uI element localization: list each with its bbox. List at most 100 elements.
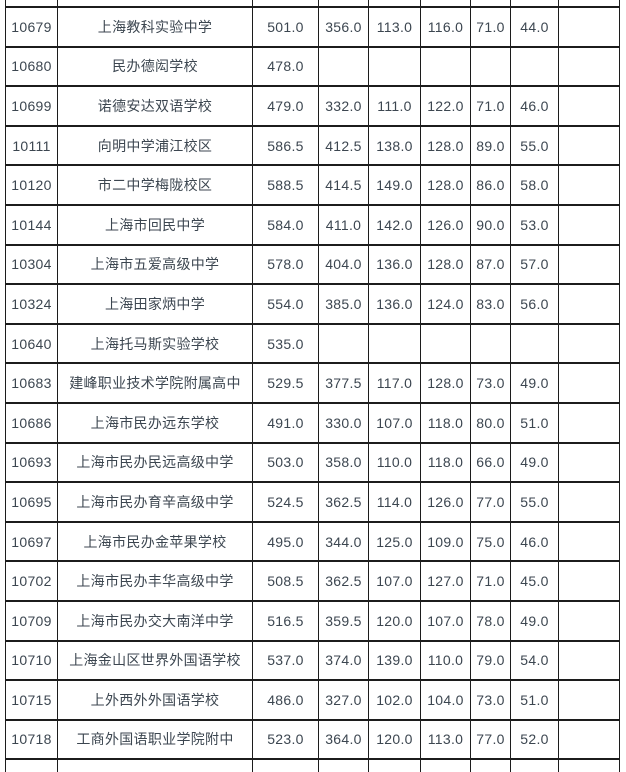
empty-cell [559,403,620,444]
score-cell: 149.0 [369,166,421,206]
score-cell: 411.0 [319,205,369,246]
table-row: 10702 上海市民办丰华高级中学 508.5 362.5 107.0 127.0 71.0… [5,562,620,602]
score-cell: 412.5 [319,126,369,167]
table-row: 10304 上海市五爱高级中学 578.0 404.0 136.0 128.0 87.0 57… [5,245,620,286]
score-cell: 90.0 [471,205,511,246]
score-cell: 55.0 [511,126,559,167]
score-cell: 114.0 [369,483,421,523]
score-cell: 584.0 [253,205,319,246]
score-cell: 77.0 [471,720,511,761]
school-code-cell: 10697 [5,522,58,563]
score-cell: 524.5 [253,483,319,523]
score-cell [421,324,471,365]
empty-cell [559,205,620,246]
school-code-cell: 10120 [5,166,58,206]
score-cell: 73.0 [471,364,511,404]
empty-cell [559,720,620,761]
partial-cell [471,760,511,772]
school-code-cell: 10679 [5,8,58,48]
empty-cell [559,522,620,563]
score-cell: 73.0 [471,681,511,721]
score-cell [471,324,511,365]
partial-cell [319,0,369,8]
school-code-cell: 10710 [5,641,58,682]
empty-cell [559,87,620,127]
school-code-cell: 10718 [5,720,58,761]
score-cell: 104.0 [421,681,471,721]
school-code-cell: 10680 [5,47,58,88]
score-cell: 49.0 [511,443,559,484]
score-cell: 495.0 [253,522,319,563]
score-cell: 45.0 [511,562,559,602]
score-cell: 125.0 [369,522,421,563]
score-cell [511,47,559,88]
school-name-cell: 建峰职业技术学院附属高中 [58,364,253,404]
table-row: 10697 上海市民办金苹果学校 495.0 344.0 125.0 109.0 75.0 4… [5,522,620,563]
school-name-cell: 上海市民办远东学校 [58,403,253,444]
score-cell: 139.0 [369,641,421,682]
score-cell: 107.0 [369,403,421,444]
school-code-cell: 10686 [5,403,58,444]
table-row: 10640 上海托马斯实验学校 535.0 [5,324,620,365]
score-cell: 554.0 [253,285,319,325]
score-cell: 77.0 [471,483,511,523]
score-cell: 49.0 [511,364,559,404]
school-name-cell: 上海田家炳中学 [58,285,253,325]
school-code-cell: 10640 [5,324,58,365]
score-cell: 113.0 [369,8,421,48]
table-row: 10144 上海市回民中学 584.0 411.0 142.0 126.0 90.0 53.0 [5,205,620,246]
partial-cell [369,760,421,772]
partial-cell [319,760,369,772]
score-cell: 128.0 [421,364,471,404]
score-cell: 80.0 [471,403,511,444]
school-code-cell: 10324 [5,285,58,325]
score-cell: 46.0 [511,522,559,563]
school-name-cell: 上海市民办丰华高级中学 [58,562,253,602]
school-name-cell: 向明中学浦江校区 [58,126,253,167]
score-cell: 124.0 [421,285,471,325]
school-code-cell: 10693 [5,443,58,484]
score-cell: 107.0 [421,601,471,642]
school-code-cell: 10111 [5,126,58,167]
score-cell: 56.0 [511,285,559,325]
score-cell: 83.0 [471,285,511,325]
score-cell: 49.0 [511,601,559,642]
school-name-cell: 上海市回民中学 [58,205,253,246]
score-cell: 116.0 [421,8,471,48]
table-row: 10683 建峰职业技术学院附属高中 529.5 377.5 117.0 128.0 73.… [5,364,620,404]
score-cell: 356.0 [319,8,369,48]
score-cell: 71.0 [471,87,511,127]
empty-cell [559,443,620,484]
empty-cell [559,324,620,365]
score-cell [511,324,559,365]
school-code-cell: 10683 [5,364,58,404]
score-cell: 358.0 [319,443,369,484]
score-cell [369,47,421,88]
table-row: 10715 上外西外外国语学校 486.0 327.0 102.0 104.0 73.0 51… [5,681,620,721]
score-cell: 359.5 [319,601,369,642]
table-row: 10120 市二中学梅陇校区 588.5 414.5 149.0 128.0 86.0 58.… [5,166,620,206]
score-cell: 364.0 [319,720,369,761]
score-cell: 58.0 [511,166,559,206]
partial-cell [253,760,319,772]
score-cell: 110.0 [421,641,471,682]
score-cell: 107.0 [369,562,421,602]
partial-cell [559,760,620,772]
partial-cell [421,760,471,772]
score-cell: 588.5 [253,166,319,206]
empty-cell [559,166,620,206]
partial-cell [369,0,421,8]
score-cell: 535.0 [253,324,319,365]
school-code-cell: 10695 [5,483,58,523]
empty-cell [559,641,620,682]
school-name-cell: 上海市五爱高级中学 [58,245,253,286]
school-name-cell: 工商外国语职业学院附中 [58,720,253,761]
score-cell: 79.0 [471,641,511,682]
score-cell: 54.0 [511,641,559,682]
score-cell: 508.5 [253,562,319,602]
school-code-cell: 10709 [5,601,58,642]
partial-cell [5,0,58,8]
empty-cell [559,245,620,286]
school-name-cell: 上海市民办交大南洋中学 [58,601,253,642]
